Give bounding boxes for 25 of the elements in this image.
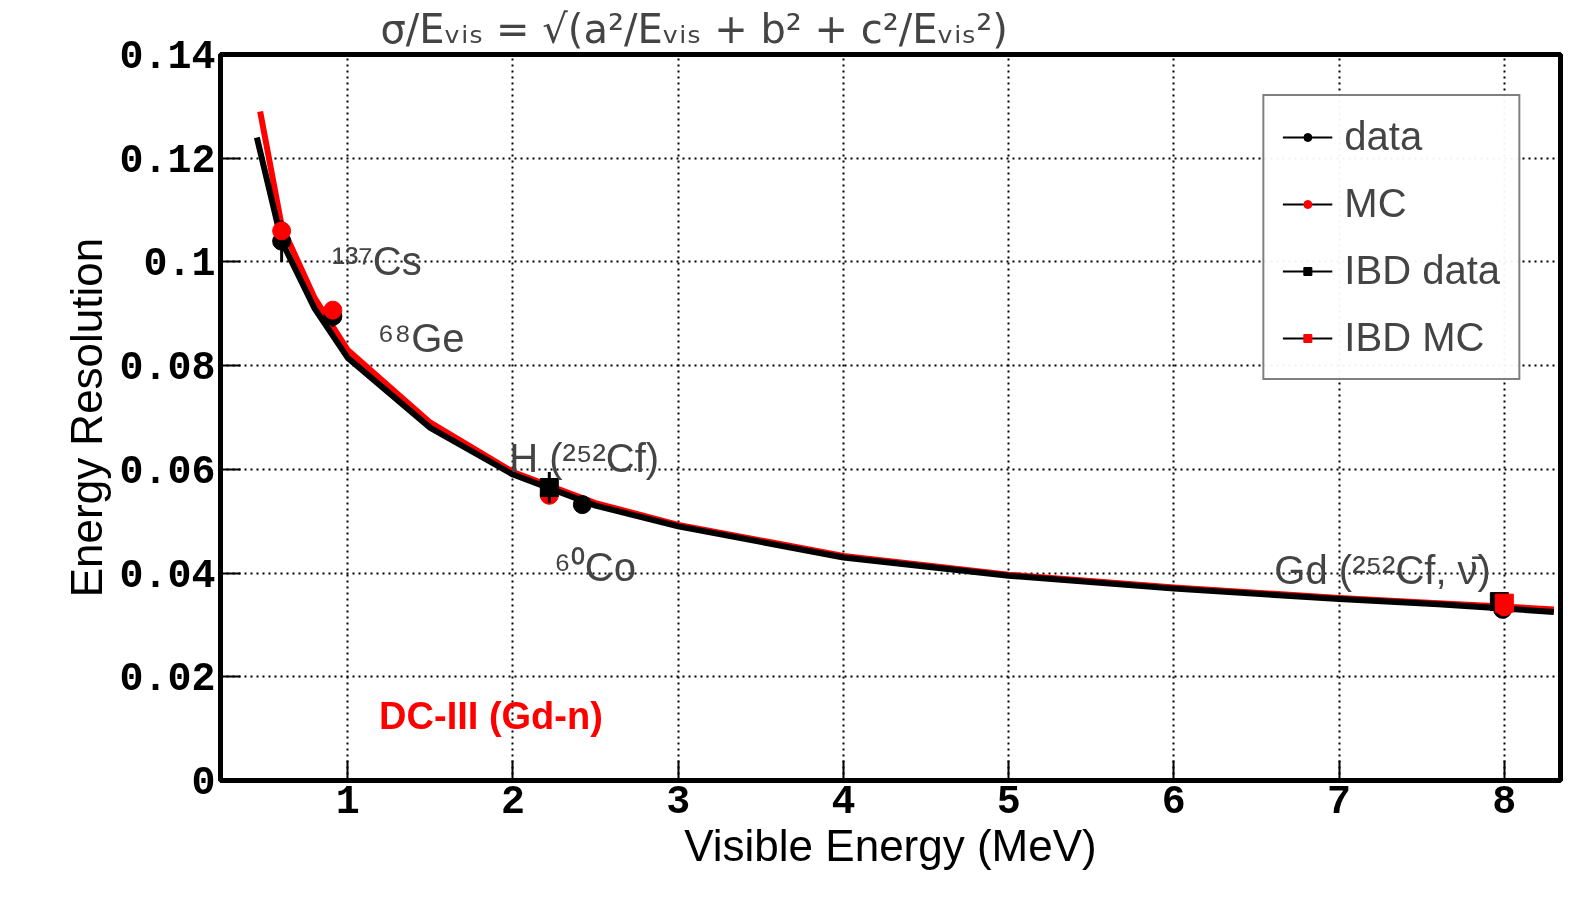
legend-label: IBD data [1344,248,1500,293]
y-axis-title: Energy Resolution [62,237,112,598]
x-tick-label: 7 [1327,779,1352,825]
x-tick-label: 6 [1161,779,1186,825]
x-tick-label: 8 [1492,779,1517,825]
annotation: ⁶⁰Co [554,544,636,589]
legend-label: MC [1344,181,1407,226]
annotation: ¹³⁷Cs [331,239,422,284]
annotation: Gd (²⁵²Cf, ν̄) [1274,547,1491,592]
text: σ/Eᵥᵢₛ = √(a²/Eᵥᵢₛ + b² + c²/Eᵥᵢₛ²) [380,5,1008,52]
annotation: H (²⁵²Cf) [509,435,660,480]
legend-label: IBD MC [1344,315,1485,360]
y-tick-label: 0.12 [119,138,216,184]
y-tick-label: 0.06 [119,449,216,495]
x-tick-label: 2 [500,779,525,825]
y-tick-label: 0.02 [119,657,216,703]
y-tick-label: 0 [191,761,216,806]
y-tick-label: 0.08 [119,346,216,392]
annotation: DC-III (Gd-n) [379,694,603,737]
y-tick-label: 0.04 [119,553,216,599]
annotation: ⁶⁸Ge [377,316,465,361]
legend-label: data [1344,114,1423,159]
y-tick-label: 0.1 [143,242,216,288]
y-tick-label: 0.14 [119,35,216,80]
x-tick-label: 1 [335,779,360,825]
